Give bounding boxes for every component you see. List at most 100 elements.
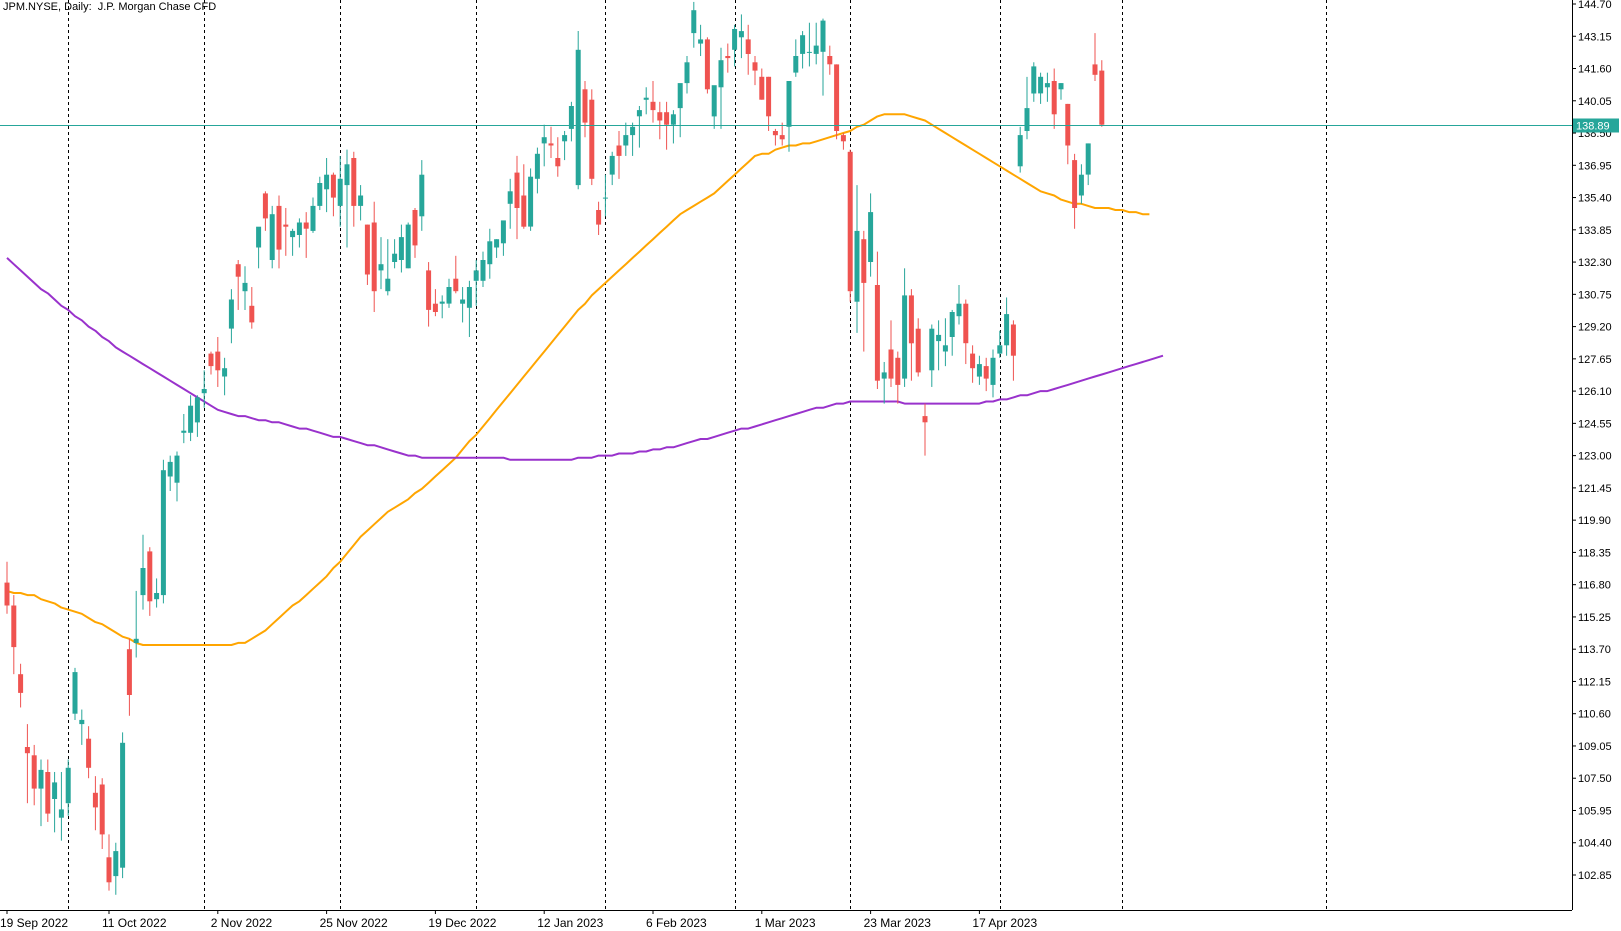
candle — [820, 18, 826, 96]
candle — [215, 336, 221, 387]
candle — [235, 259, 241, 310]
candle — [337, 155, 343, 227]
candle-body — [589, 99, 595, 179]
grid-layer — [68, 0, 1327, 910]
y-tick-label: 116.80 — [1578, 580, 1611, 592]
candle — [643, 87, 649, 115]
candle — [949, 309, 955, 356]
candle — [58, 771, 64, 841]
candle — [766, 76, 772, 131]
candle — [194, 395, 200, 437]
candle-body — [704, 39, 710, 90]
candle-body — [296, 222, 302, 235]
candle — [439, 295, 445, 319]
candle-body — [86, 738, 92, 768]
x-tick-label: 12 Jan 2023 — [537, 916, 603, 930]
candle — [847, 149, 853, 302]
candle — [140, 534, 146, 610]
candle — [575, 31, 581, 190]
candle-body — [698, 39, 704, 44]
candle — [500, 220, 506, 256]
candle — [256, 226, 262, 269]
candle — [133, 590, 139, 658]
candle — [45, 759, 51, 822]
candle-body — [242, 282, 248, 292]
candle — [92, 776, 98, 831]
candle — [65, 759, 71, 816]
candle — [922, 403, 928, 456]
candle — [364, 224, 370, 285]
candle-body — [378, 264, 384, 271]
candle-body — [147, 551, 153, 602]
candle-body — [188, 405, 194, 433]
candle — [596, 201, 602, 236]
candle-body — [364, 224, 370, 275]
candle-body — [167, 461, 173, 477]
candle-body — [766, 76, 772, 117]
candle — [317, 176, 323, 211]
candle — [752, 56, 758, 86]
candle — [582, 81, 588, 138]
candle-body — [997, 345, 1003, 354]
candle-body — [528, 176, 534, 227]
candle-body — [834, 64, 840, 131]
y-tick-label: 123.00 — [1578, 451, 1612, 463]
candle — [446, 278, 452, 308]
candle — [1010, 320, 1016, 381]
moving-averages — [6, 113, 1164, 646]
candle-body — [126, 649, 132, 695]
candle-body — [65, 767, 71, 804]
candle — [1099, 60, 1105, 127]
candle-body — [1078, 174, 1084, 196]
candle — [453, 255, 459, 294]
candle — [432, 289, 438, 317]
current-price-line: 138.89 — [0, 118, 1619, 133]
candle-body — [222, 368, 228, 377]
candle — [997, 330, 1003, 358]
candle — [725, 43, 731, 73]
candle-body — [228, 299, 234, 329]
candle — [861, 230, 867, 352]
candle — [840, 133, 846, 150]
candle-body — [711, 85, 717, 117]
candle-body — [759, 76, 765, 100]
candle-body — [868, 212, 874, 262]
candle-body — [609, 155, 615, 175]
candle-body — [344, 164, 350, 186]
candle-body — [623, 135, 629, 146]
candle-body — [643, 97, 649, 100]
candle — [1017, 126, 1023, 173]
candle — [466, 280, 472, 337]
candle-body — [99, 784, 105, 835]
candle-body — [990, 357, 996, 385]
candle-body — [677, 83, 683, 109]
candle-body — [827, 56, 833, 65]
x-tick-label: 25 Nov 2022 — [320, 916, 388, 930]
candle-body — [4, 582, 10, 606]
y-tick-label: 132.30 — [1578, 257, 1612, 269]
candle — [704, 37, 710, 94]
candle — [1078, 164, 1084, 204]
y-tick-label: 119.90 — [1578, 515, 1611, 527]
candle-body — [154, 593, 160, 600]
candle — [990, 349, 996, 398]
candle-body — [283, 224, 289, 227]
candle-body — [330, 174, 336, 198]
candle-body — [562, 135, 568, 142]
candle-body — [351, 158, 357, 206]
y-tick-label: 129.20 — [1578, 322, 1612, 334]
candle — [827, 45, 833, 75]
y-tick-label: 135.40 — [1578, 193, 1612, 205]
y-tick-label: 141.60 — [1578, 64, 1612, 76]
candle — [568, 101, 574, 142]
candle-body — [194, 397, 200, 423]
y-tick-label: 104.40 — [1578, 838, 1612, 850]
candle-body — [596, 210, 602, 225]
candle — [854, 185, 860, 333]
candle — [228, 289, 234, 344]
candle — [1051, 68, 1057, 129]
candle-body — [725, 56, 731, 59]
candle — [772, 128, 778, 146]
